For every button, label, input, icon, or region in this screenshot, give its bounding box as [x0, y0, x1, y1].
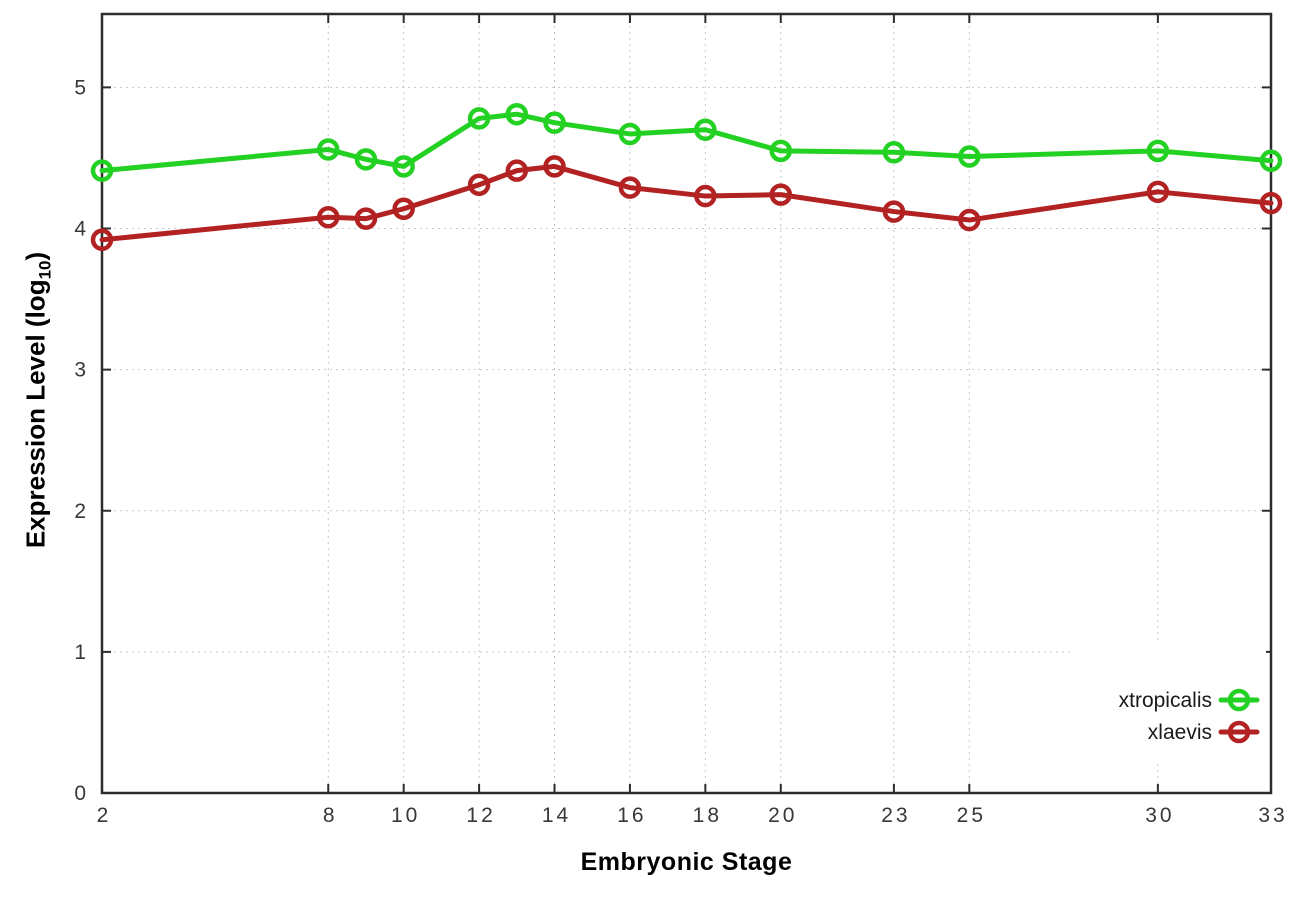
marker-xlaevis — [90, 228, 114, 252]
marker-xlaevis — [769, 183, 793, 206]
x-tick-label: 23 — [881, 804, 910, 827]
y-axis-title-subscript: 10 — [35, 260, 55, 280]
y-tick-label: 2 — [74, 500, 86, 523]
legend-label-xtropicalis: xtropicalis — [1119, 689, 1212, 712]
plot-border — [100, 12, 1273, 795]
marker-xtropicalis — [769, 139, 793, 163]
x-tick-label: 8 — [323, 804, 338, 827]
x-axis-title: Embryonic Stage — [580, 848, 793, 876]
marker-xtropicalis — [317, 138, 340, 161]
x-tick-label: 33 — [1258, 804, 1287, 827]
marker-xlaevis — [1259, 191, 1283, 215]
y-tick-label: 5 — [74, 76, 86, 99]
marker-xlaevis — [467, 173, 491, 197]
legend-marker-xlaevis — [1227, 720, 1251, 744]
x-tick-label: 14 — [542, 804, 571, 827]
marker-xlaevis — [392, 197, 415, 220]
marker-xtropicalis — [505, 102, 529, 126]
legend-label-xlaevis: xlaevis — [1148, 721, 1212, 744]
marker-xlaevis — [317, 205, 340, 229]
x-tick-label: 25 — [957, 804, 986, 827]
marker-xtropicalis — [90, 159, 114, 182]
marker-xlaevis — [958, 208, 981, 232]
x-tick-label: 18 — [693, 804, 722, 827]
y-tick-label: 1 — [74, 641, 86, 664]
series-line-xtropicalis — [99, 111, 1274, 174]
series-line-xlaevis — [99, 163, 1274, 243]
marker-xtropicalis — [882, 141, 906, 164]
marker-xtropicalis — [543, 111, 566, 134]
marker-xlaevis — [618, 176, 642, 199]
x-tick-label: 20 — [768, 804, 797, 827]
y-axis-title: Expression Level (log10) — [20, 252, 55, 548]
y-axis-title-main: Expression Level (log — [20, 279, 51, 549]
marker-xtropicalis — [694, 118, 717, 141]
marker-xlaevis — [882, 200, 906, 223]
y-tick-label: 4 — [74, 218, 86, 241]
marker-xtropicalis — [958, 145, 981, 168]
marker-xlaevis — [543, 155, 566, 178]
marker-xtropicalis — [1259, 149, 1283, 173]
x-tick-label: 30 — [1145, 804, 1174, 827]
marker-xtropicalis — [354, 148, 378, 171]
legend-marker-xtropicalis — [1227, 688, 1251, 712]
x-tick-label: 16 — [617, 804, 646, 827]
y-tick-label: 3 — [74, 359, 86, 382]
marker-xlaevis — [694, 184, 717, 208]
marker-xlaevis — [505, 159, 529, 182]
y-axis-title-close: ) — [20, 251, 51, 261]
x-tick-label: 12 — [466, 804, 495, 827]
x-tick-label: 10 — [391, 804, 420, 827]
marker-xlaevis — [1146, 180, 1170, 204]
marker-xtropicalis — [467, 107, 491, 130]
y-tick-label: 0 — [74, 782, 86, 805]
marker-xtropicalis — [1146, 139, 1170, 163]
marker-xlaevis — [354, 207, 378, 230]
marker-xtropicalis — [618, 122, 642, 146]
x-tick-label: 2 — [97, 804, 112, 827]
marker-xtropicalis — [392, 155, 415, 178]
